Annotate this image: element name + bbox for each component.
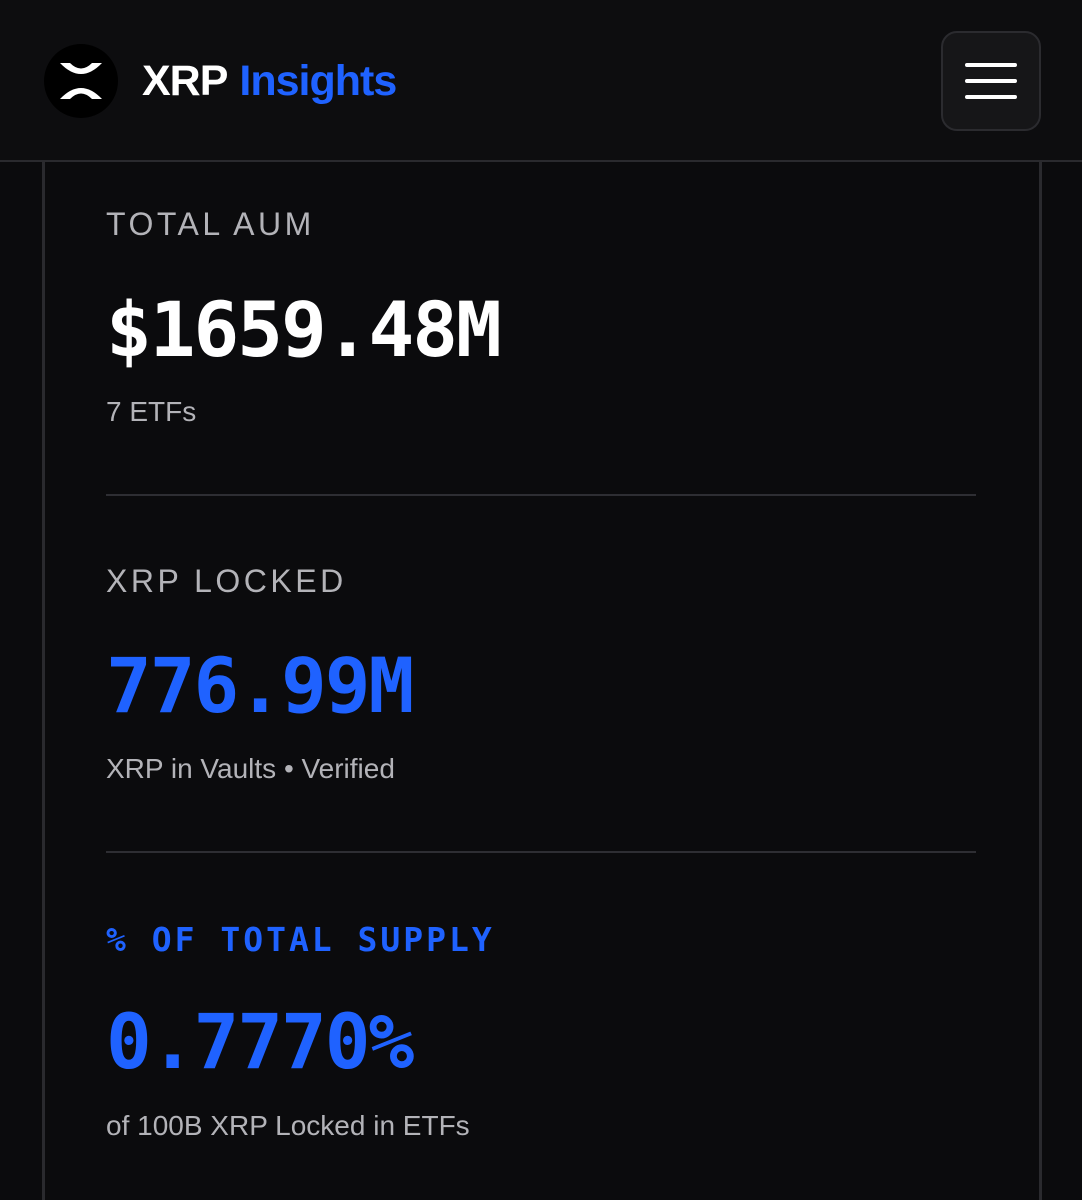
total-aum-value: $1659.48M xyxy=(106,285,502,374)
brand-primary-text: XRP xyxy=(142,56,228,105)
top-nav-bar: XRP Insights xyxy=(0,0,1082,162)
section-divider xyxy=(106,494,976,496)
hamburger-menu-icon xyxy=(965,63,1017,99)
supply-percent-subtext: of 100B XRP Locked in ETFs xyxy=(106,1110,470,1141)
xrp-locked-subtext: XRP in Vaults • Verified xyxy=(106,753,395,784)
total-aum-subtext: 7 ETFs xyxy=(106,396,197,427)
supply-percent-value: 0.7770% xyxy=(106,997,414,1086)
total-aum-label: TOTAL AUM xyxy=(106,206,315,242)
xrp-locked-label: XRP LOCKED xyxy=(106,563,347,599)
menu-button[interactable] xyxy=(941,31,1041,131)
supply-percent-label: % OF TOTAL SUPPLY xyxy=(106,920,495,959)
xrp-logo-icon[interactable] xyxy=(44,44,118,118)
section-divider xyxy=(106,851,976,853)
xrp-x-mark-icon xyxy=(60,63,102,99)
brand-wordmark[interactable]: XRP Insights xyxy=(142,52,397,110)
brand-accent-text: Insights xyxy=(239,56,397,105)
stats-card xyxy=(42,162,1042,1200)
xrp-locked-value: 776.99M xyxy=(106,641,414,730)
